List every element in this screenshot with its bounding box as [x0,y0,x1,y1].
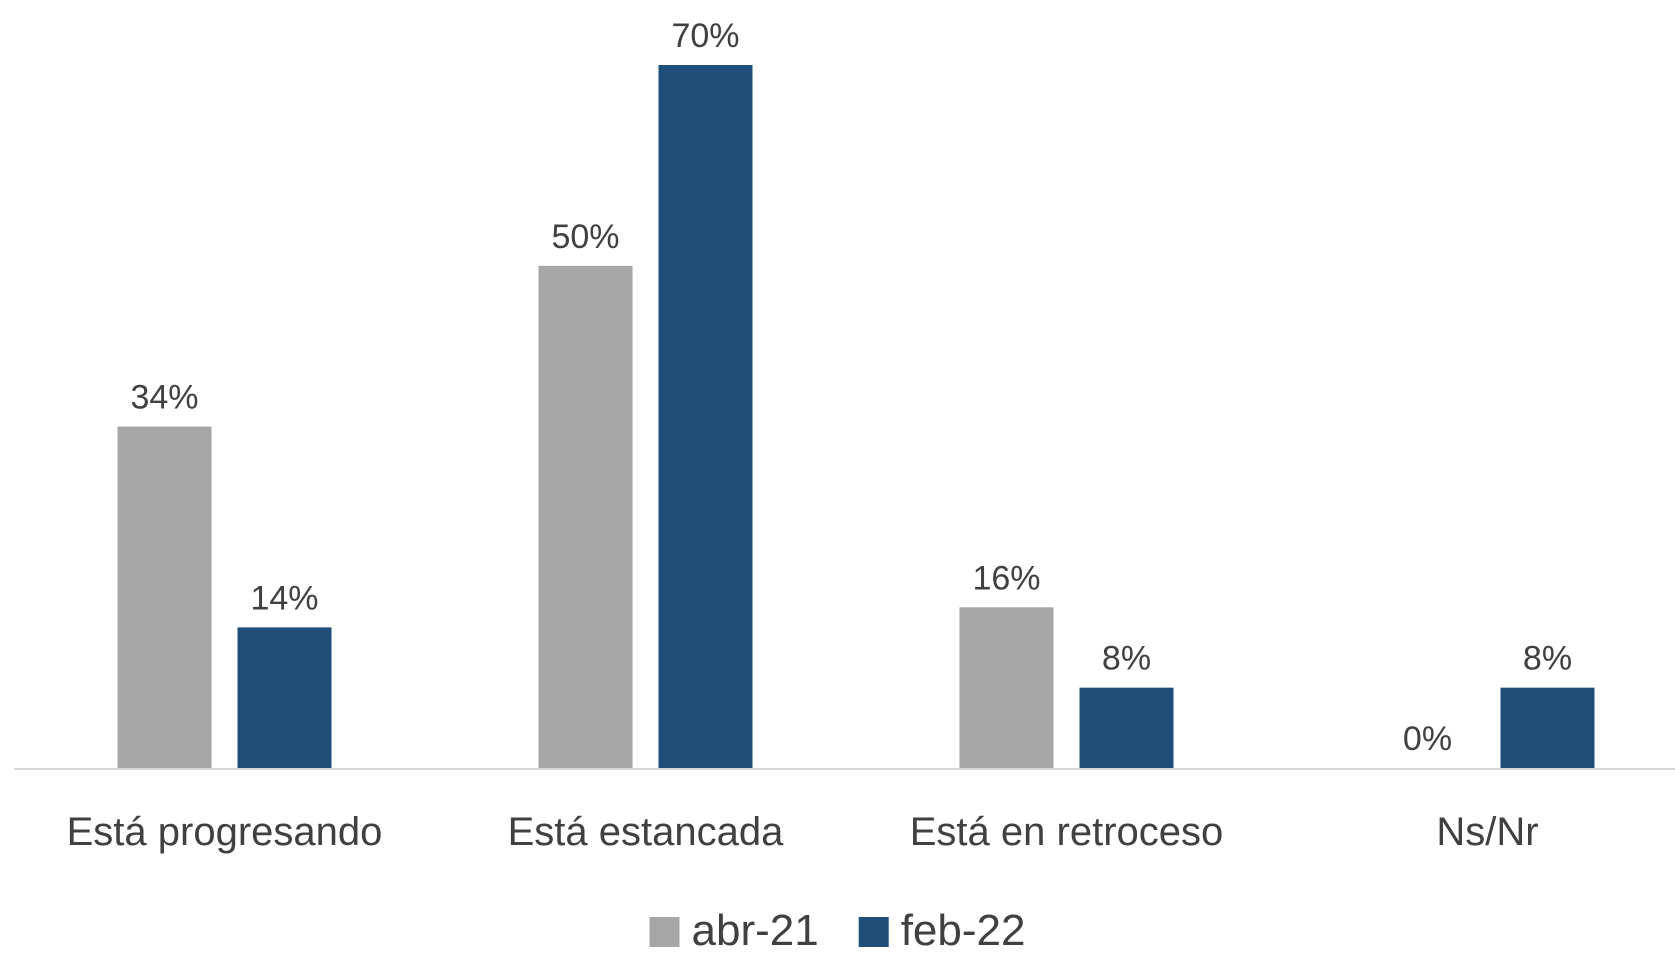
data-label-feb-22-0: 14% [250,579,318,617]
bar-abr-21-2 [959,607,1054,768]
data-label-abr-21-2: 16% [972,559,1040,597]
legend-label-abr-21: abr-21 [692,906,819,955]
data-label-abr-21-3: 0% [1403,720,1452,758]
category-label-0: Está progresando [67,810,383,854]
bar-feb-22-1 [658,65,753,768]
data-label-feb-22-3: 8% [1523,640,1572,678]
legend-swatch-abr-21 [649,917,680,947]
category-label-1: Está estancada [508,810,784,854]
legend: abr-21 feb-22 [649,906,1026,955]
data-label-abr-21-1: 50% [551,218,619,256]
legend-label-feb-22: feb-22 [901,906,1026,955]
data-labels-layer: 34% 14% 50% 70% 16% 8% 0% 8% [130,17,1572,758]
bars-layer [117,65,1595,768]
data-label-feb-22-1: 70% [671,17,739,55]
bar-feb-22-2 [1079,687,1174,768]
data-label-feb-22-2: 8% [1102,640,1151,678]
bar-feb-22-3 [1500,687,1595,768]
legend-swatch-feb-22 [858,917,889,947]
category-label-2: Está en retroceso [910,810,1224,854]
bar-feb-22-0 [237,627,332,768]
bar-abr-21-0 [117,426,212,768]
bar-abr-21-1 [538,265,633,768]
category-labels-layer: Está progresando Está estancada Está en re… [67,810,1539,854]
data-label-abr-21-0: 34% [130,379,198,417]
category-label-3: Ns/Nr [1436,810,1538,854]
